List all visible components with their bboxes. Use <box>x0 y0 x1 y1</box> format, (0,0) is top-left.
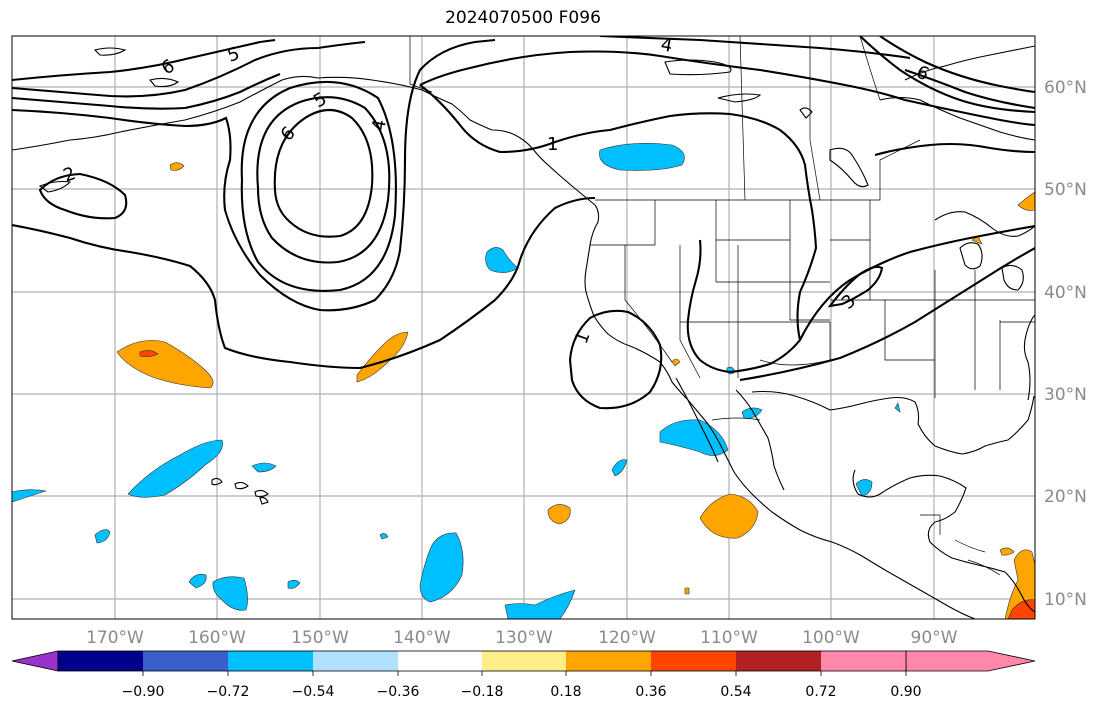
colorbar-segment <box>821 651 906 671</box>
positive-core <box>1007 599 1035 619</box>
lon-label: 170°W <box>86 628 144 648</box>
lat-label: 10°N <box>1044 590 1087 610</box>
contour-lines <box>12 36 1035 410</box>
colorbar-tick-label: 0.90 <box>890 684 921 700</box>
lat-label: 40°N <box>1044 283 1087 303</box>
negative-area <box>599 143 685 171</box>
positive-area <box>356 331 409 383</box>
negative-area <box>127 439 223 498</box>
negative-area <box>504 589 576 619</box>
colorbar-tick-label: 0.36 <box>635 684 666 700</box>
lat-label: 20°N <box>1044 487 1087 507</box>
colorbar-tick-label: −0.72 <box>207 684 250 700</box>
lat-label: 60°N <box>1044 78 1087 98</box>
positive-area <box>671 358 681 367</box>
coastlines <box>12 45 1035 619</box>
negative-area <box>894 402 901 413</box>
positive-area <box>1017 191 1035 211</box>
colorbar: −0.90 −0.72 −0.54 −0.36 −0.18 0.18 0.36 … <box>11 650 1036 700</box>
colorbar-segment <box>736 651 821 671</box>
positive-area <box>547 504 571 525</box>
negative-area <box>251 462 277 473</box>
longitude-labels: 170°W 160°W 150°W 140°W 130°W 120°W 110°… <box>86 628 958 648</box>
contour-label: 1 <box>547 134 558 155</box>
colorbar-ticks <box>142 671 907 676</box>
colorbar-segment <box>566 651 651 671</box>
colorbar-segment <box>651 651 736 671</box>
lon-label: 140°W <box>393 628 451 648</box>
lon-label: 120°W <box>598 628 656 648</box>
colorbar-tick-label: −0.90 <box>122 684 165 700</box>
political-borders <box>409 36 1035 576</box>
lon-label: 150°W <box>291 628 349 648</box>
colorbar-tick-label: 0.54 <box>720 684 751 700</box>
colorbar-segment <box>228 651 313 671</box>
colorbar-tick-label: 0.72 <box>805 684 836 700</box>
map-frame <box>11 35 1036 620</box>
colorbar-segment <box>58 651 143 671</box>
negative-area <box>287 579 301 589</box>
negative-area <box>188 574 207 589</box>
negative-area <box>94 529 111 544</box>
negative-area <box>379 533 389 540</box>
lon-label: 90°W <box>911 628 958 648</box>
positive-area <box>169 162 185 171</box>
positive-core <box>139 350 159 357</box>
latitude-labels: 10°N 20°N 30°N 40°N 50°N 60°N <box>1044 78 1087 610</box>
colorbar-segment <box>313 651 398 671</box>
colorbar-extend-high <box>905 650 1036 672</box>
lon-label: 130°W <box>495 628 553 648</box>
lon-label: 100°W <box>802 628 860 648</box>
lat-label: 30°N <box>1044 385 1087 405</box>
colorbar-segment <box>398 651 482 671</box>
negative-area <box>12 489 47 503</box>
lat-label: 50°N <box>1044 180 1087 200</box>
colorbar-tick-label: −0.18 <box>461 684 504 700</box>
lon-label: 110°W <box>700 628 758 648</box>
colorbar-segment <box>482 651 566 671</box>
colorbar-tick-label: −0.36 <box>377 684 420 700</box>
colorbar-tick-label: 0.18 <box>550 684 581 700</box>
positive-area <box>684 587 690 595</box>
positive-area <box>699 493 759 539</box>
negative-area <box>419 532 464 603</box>
colorbar-tick-label: −0.54 <box>292 684 335 700</box>
negative-area <box>611 459 628 477</box>
positive-area <box>999 547 1015 556</box>
lon-label: 160°W <box>188 628 246 648</box>
map-title: 2024070500 F096 <box>445 8 601 28</box>
contour-label: 4 <box>659 34 674 57</box>
contour-label: 4 <box>368 118 391 133</box>
colorbar-extend-low <box>11 650 59 672</box>
colorbar-segment <box>143 651 228 671</box>
negative-area <box>212 576 248 611</box>
negative-area <box>855 479 873 497</box>
